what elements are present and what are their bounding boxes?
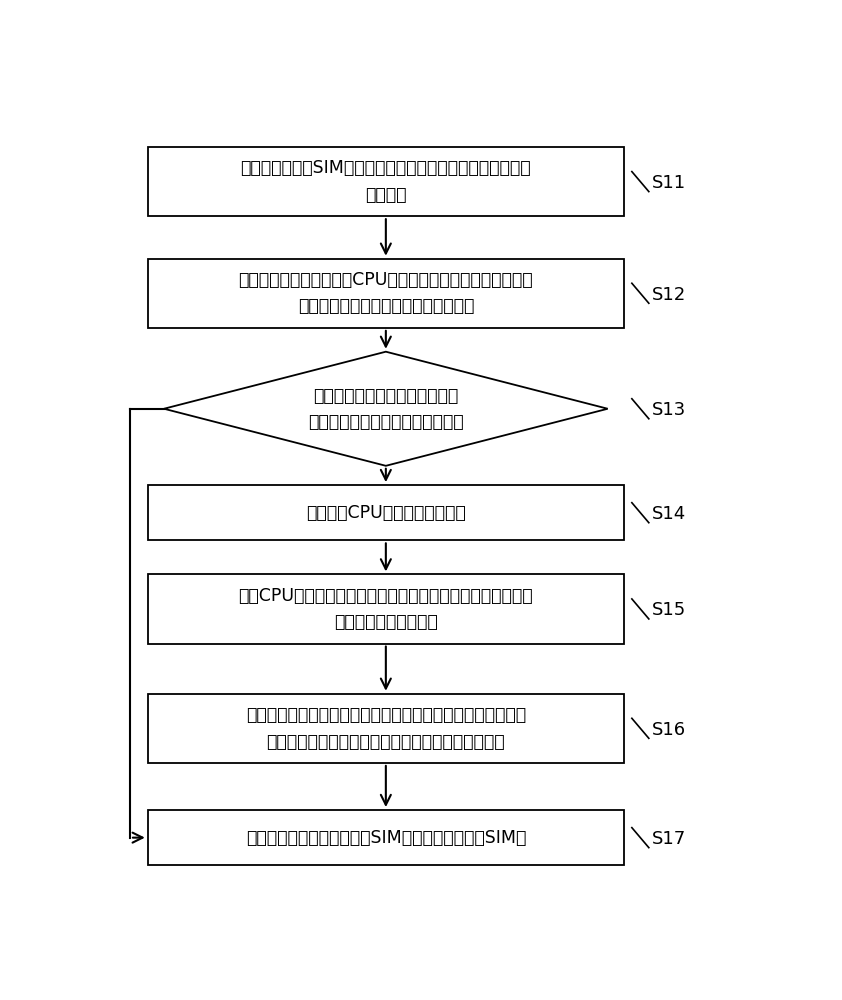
Text: 则向所述CPU发送识别成功信号: 则向所述CPU发送识别成功信号 — [306, 504, 466, 522]
Bar — [147, 694, 624, 763]
Text: S11: S11 — [652, 174, 686, 192]
Bar — [147, 485, 624, 540]
Text: 卡槽读取插入的SIM卡的卡信号，将所述卡信号发送至卡信号
控制单元: 卡槽读取插入的SIM卡的卡信号，将所述卡信号发送至卡信号 控制单元 — [241, 159, 531, 204]
Text: S14: S14 — [652, 505, 686, 523]
Text: 所述卡信号控制单元响应所述固定控制逻辑指令，将所述卡信
号固定桥接在可识别所述卡信号的卡检测使用单元上: 所述卡信号控制单元响应所述固定控制逻辑指令，将所述卡信 号固定桥接在可识别所述卡… — [246, 706, 526, 750]
Text: S12: S12 — [652, 286, 686, 304]
Bar — [147, 259, 624, 328]
Text: S17: S17 — [652, 830, 686, 848]
Text: 所述卡信号控制单元根据CPU发送的控制器指令，将所述卡信
号依次桥接至不同类型卡检测使用单元: 所述卡信号控制单元根据CPU发送的控制器指令，将所述卡信 号依次桥接至不同类型卡… — [238, 271, 533, 315]
Polygon shape — [164, 352, 608, 466]
Bar — [147, 574, 624, 644]
Text: S15: S15 — [652, 601, 686, 619]
Text: S13: S13 — [652, 401, 686, 419]
Bar — [147, 147, 624, 216]
Text: 所述不同类型卡检测使用单元检
测所述卡信号是否为可识别卡信号: 所述不同类型卡检测使用单元检 测所述卡信号是否为可识别卡信号 — [308, 387, 464, 431]
Text: 所述CPU在接收所述识别成功信号后，向所述卡信号控制单元
发送固定控制逻辑指令: 所述CPU在接收所述识别成功信号后，向所述卡信号控制单元 发送固定控制逻辑指令 — [238, 587, 533, 631]
Text: 向用户反馈所述卡槽插入的SIM卡为无效卡或未插SIM卡: 向用户反馈所述卡槽插入的SIM卡为无效卡或未插SIM卡 — [246, 829, 526, 847]
Text: S16: S16 — [652, 721, 686, 739]
Bar — [147, 810, 624, 865]
